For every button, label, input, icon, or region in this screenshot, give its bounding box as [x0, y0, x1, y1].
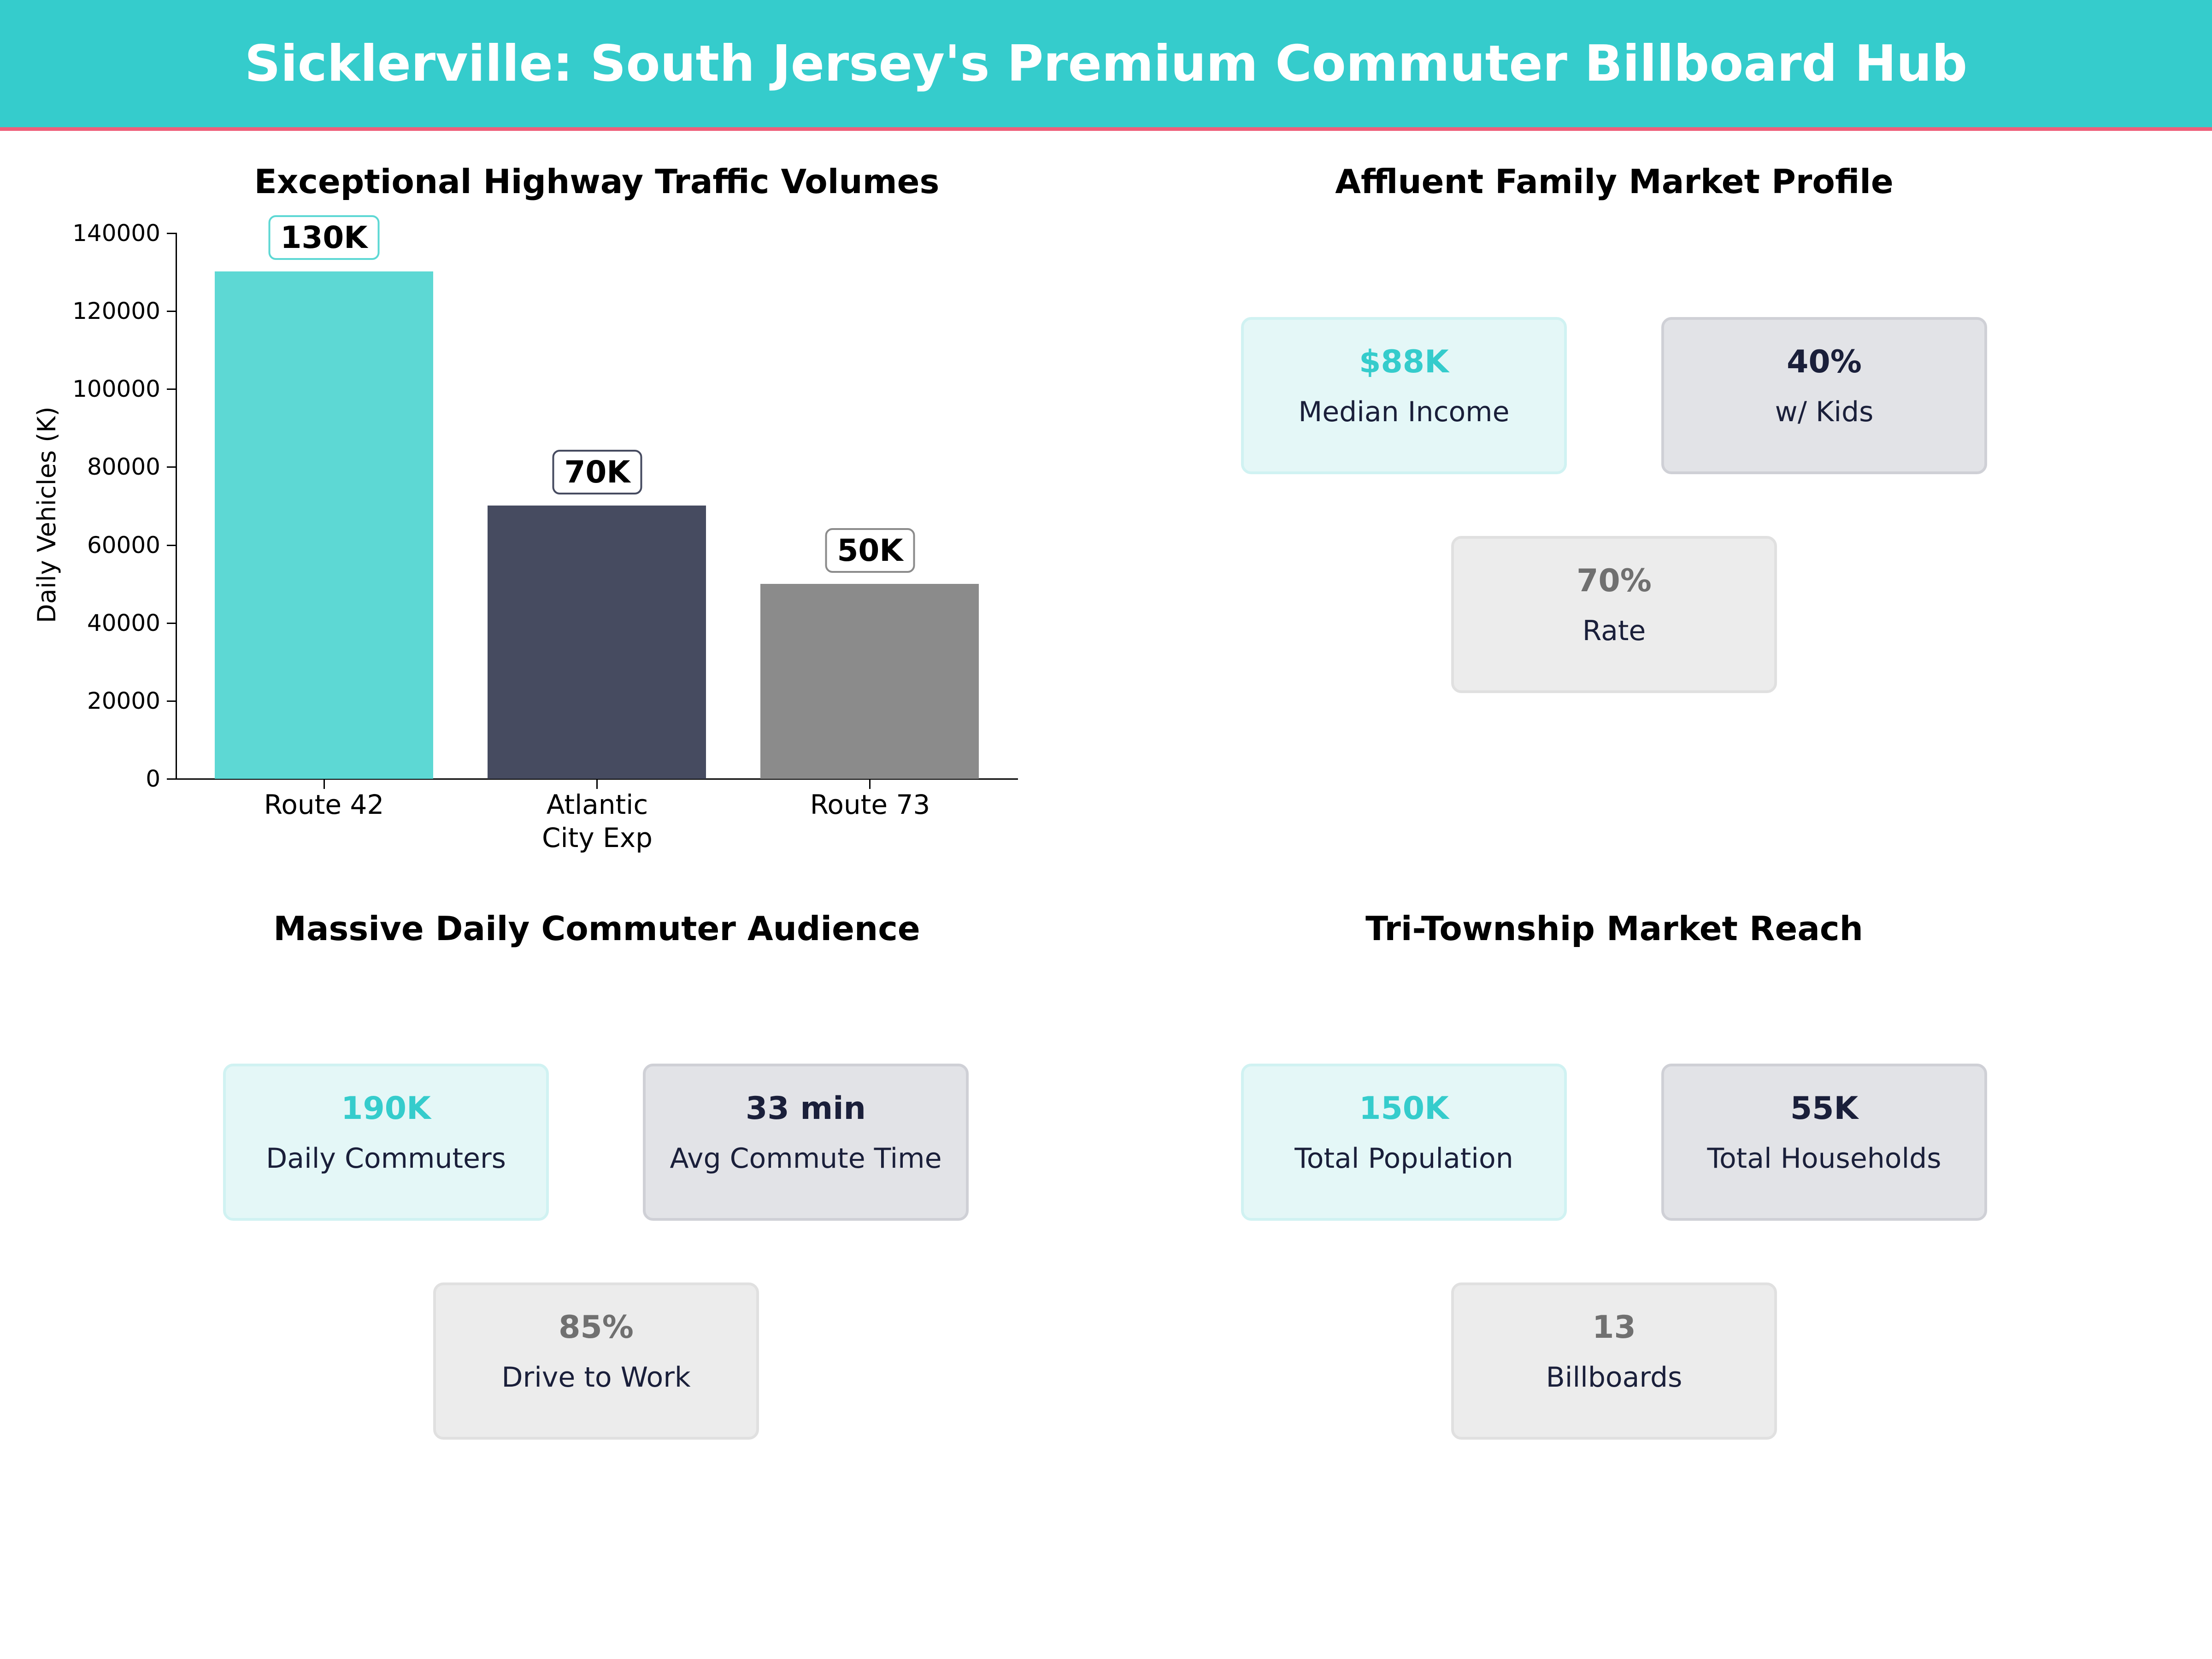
bar-atlantic-city-exp[interactable]	[488, 506, 706, 779]
header-accent-line	[0, 127, 2212, 131]
metric-label: Drive to Work	[501, 1361, 691, 1394]
y-axis-line	[176, 233, 177, 780]
metric-label: Daily Commuters	[266, 1142, 506, 1175]
commuter-audience-title: Massive Daily Commuter Audience	[273, 909, 920, 948]
y-tick-label: 120000	[72, 298, 160, 324]
metric-value: 190K	[341, 1090, 431, 1127]
y-axis-title: Daily Vehicles (K)	[32, 406, 61, 623]
metric-card-total-households: 55K Total Households	[1661, 1064, 1987, 1221]
metric-label: w/ Kids	[1775, 396, 1874, 428]
y-tick	[167, 545, 176, 546]
metric-value: 70%	[1577, 563, 1652, 599]
y-tick-label: 80000	[87, 453, 160, 480]
metric-label: Median Income	[1298, 396, 1510, 428]
metric-label: Avg Commute Time	[670, 1142, 942, 1175]
x-label-line: Route 42	[264, 789, 384, 820]
y-tick-label: 100000	[72, 376, 160, 402]
x-label-line: City Exp	[542, 822, 653, 853]
metric-value: $88K	[1359, 344, 1449, 380]
metric-value: 150K	[1359, 1090, 1449, 1127]
metric-value: 13	[1592, 1309, 1636, 1346]
y-tick	[167, 466, 176, 468]
metric-label: Rate	[1582, 615, 1646, 647]
page-header: Sicklerville: South Jersey's Premium Com…	[0, 0, 2212, 127]
y-tick-label: 40000	[87, 610, 160, 636]
y-tick-label: 0	[146, 765, 160, 792]
metric-card-drive-to-work: 85% Drive to Work	[433, 1282, 759, 1440]
x-label-line: Atlantic	[546, 789, 648, 820]
x-tick-label: Route 42	[209, 788, 439, 821]
metric-value: 85%	[559, 1309, 634, 1346]
y-tick	[167, 233, 176, 234]
page-title: Sicklerville: South Jersey's Premium Com…	[244, 35, 1968, 93]
metric-card-daily-commuters: 190K Daily Commuters	[223, 1064, 549, 1221]
y-tick	[167, 388, 176, 390]
y-tick	[167, 311, 176, 312]
x-tick-label: Route 73	[755, 788, 985, 821]
bar-route-73[interactable]	[760, 584, 979, 779]
metric-label: Total Population	[1294, 1142, 1513, 1175]
bar-value-label: 70K	[552, 450, 642, 494]
x-tick	[324, 780, 325, 789]
x-tick-label: Atlantic City Exp	[482, 788, 712, 854]
metric-card-rate: 70% Rate	[1451, 536, 1777, 693]
y-tick-label: 60000	[87, 532, 160, 559]
y-tick	[167, 700, 176, 702]
market-reach-title: Tri-Township Market Reach	[1365, 909, 1863, 948]
metric-label: Total Households	[1707, 1142, 1941, 1175]
metric-card-median-income: $88K Median Income	[1241, 317, 1567, 474]
y-tick	[167, 623, 176, 624]
metric-label: Billboards	[1546, 1361, 1683, 1394]
bar-value-label: 50K	[825, 528, 915, 573]
y-tick-label: 20000	[87, 688, 160, 714]
bar-route-42[interactable]	[215, 271, 433, 779]
metric-value: 33 min	[746, 1090, 866, 1127]
metric-value: 55K	[1790, 1090, 1859, 1127]
x-label-line: Route 73	[810, 789, 930, 820]
y-tick-label: 140000	[72, 220, 160, 247]
metric-card-avg-commute-time: 33 min Avg Commute Time	[643, 1064, 969, 1221]
metric-card-with-kids: 40% w/ Kids	[1661, 317, 1987, 474]
bar-value-label: 130K	[268, 215, 380, 260]
y-tick	[167, 778, 176, 780]
x-tick	[596, 780, 598, 789]
metric-value: 40%	[1787, 344, 1862, 380]
metric-card-total-population: 150K Total Population	[1241, 1064, 1567, 1221]
market-profile-title: Affluent Family Market Profile	[1335, 162, 1894, 201]
traffic-chart-title: Exceptional Highway Traffic Volumes	[254, 162, 940, 201]
metric-card-billboards: 13 Billboards	[1451, 1282, 1777, 1440]
x-tick	[869, 780, 871, 789]
x-axis-line	[176, 778, 1018, 780]
